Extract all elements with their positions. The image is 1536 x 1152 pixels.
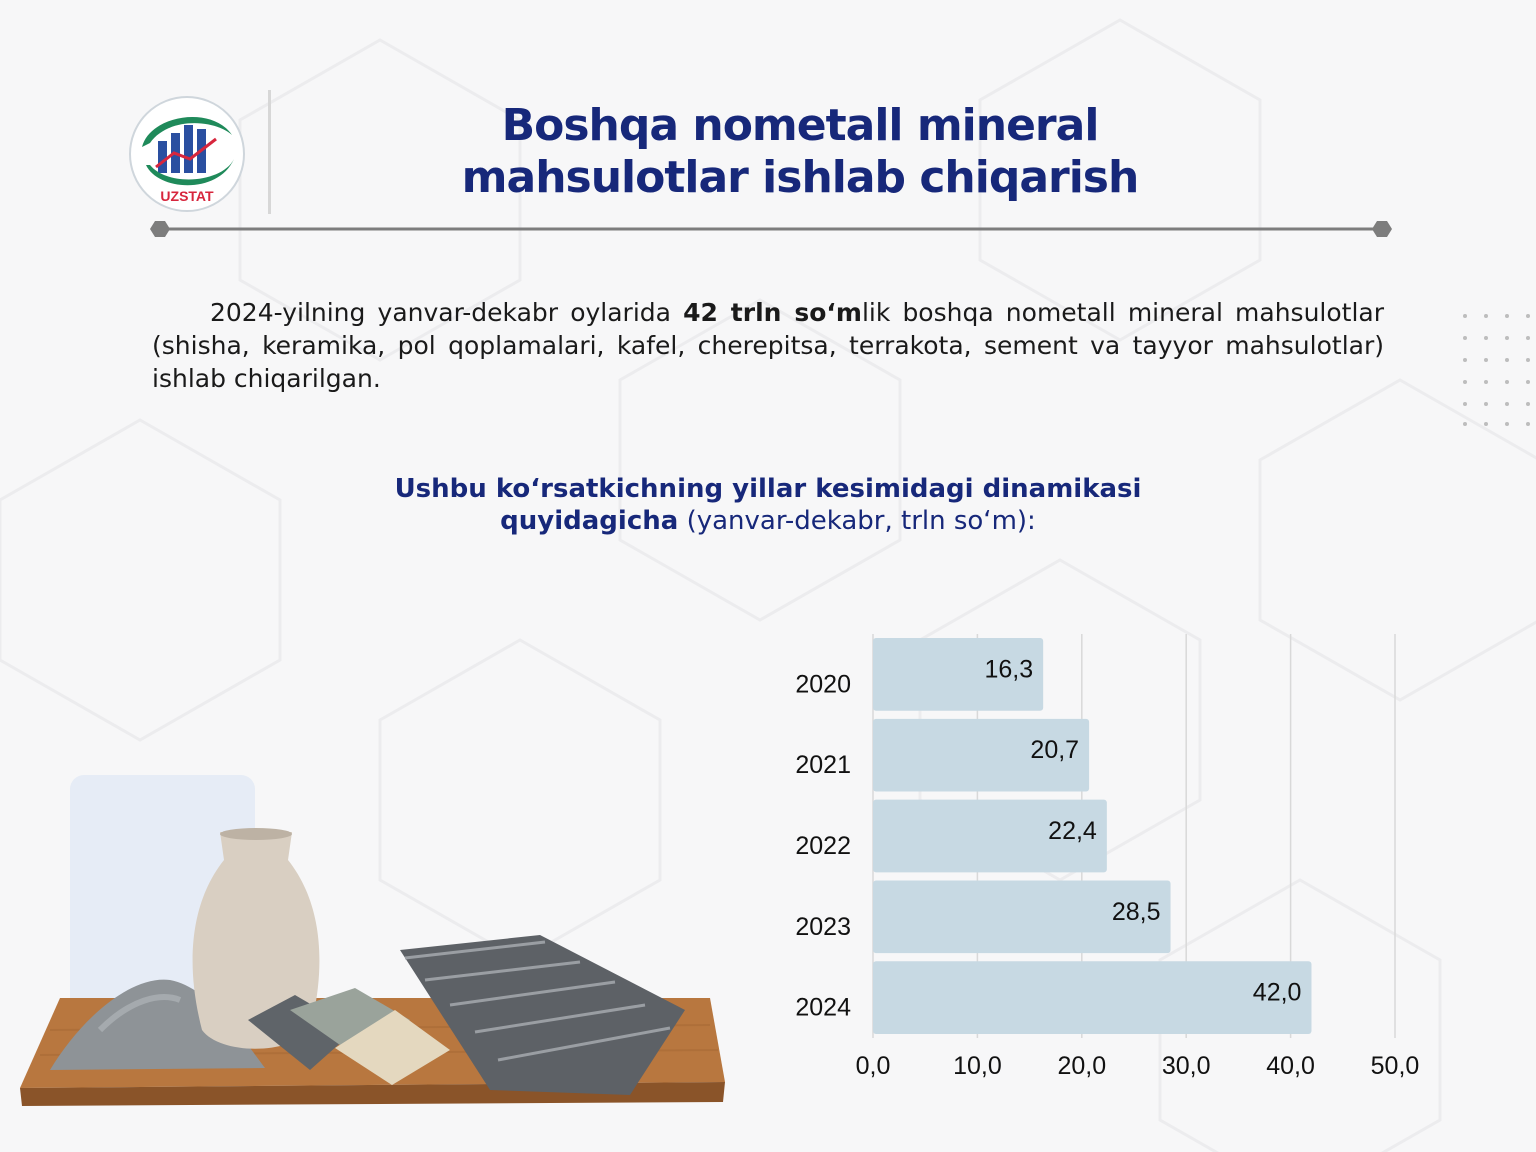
bar: [873, 961, 1312, 1034]
intro-text-start: 2024-yilning yanvar-dekabr oylarida: [210, 298, 684, 327]
bar: [873, 799, 1107, 873]
category-label: 2023: [795, 913, 851, 941]
x-tick-label: 50,0: [1371, 1052, 1420, 1080]
value-label: 42,0: [1253, 979, 1302, 1007]
bar: [873, 638, 1044, 711]
intro-highlight-amount: 42 trln so‘m: [683, 298, 862, 327]
x-tick-label: 40,0: [1266, 1052, 1315, 1080]
page-title: Boshqa nometall mineral mahsulotlar ishl…: [380, 100, 1220, 204]
stone-tile: [248, 995, 355, 1070]
title-line-1: Boshqa nometall mineral: [501, 100, 1100, 151]
x-tick-label: 20,0: [1057, 1052, 1106, 1080]
header-separator: [268, 90, 271, 214]
chart-subtitle: Ushbu ko‘rsatkichning yillar kesimidagi …: [318, 473, 1218, 537]
subtitle-line-1: Ushbu ko‘rsatkichning yillar kesimidagi …: [394, 474, 1142, 504]
chart-category-labels: 2020 2021 2022 2023 2024: [795, 670, 851, 1021]
category-label: 2021: [795, 751, 851, 779]
bar: [873, 880, 1171, 954]
uzstat-logo: UZSTAT: [129, 96, 245, 212]
title-line-2: mahsulotlar ishlab chiqarish: [461, 152, 1140, 203]
category-label: 2022: [795, 832, 851, 860]
construction-materials-illustration: [20, 775, 725, 1106]
intro-text-end: lik boshqa nometall mineral mahsulotlar …: [152, 298, 1384, 393]
value-label: 28,5: [1112, 898, 1161, 926]
bar: [873, 718, 1090, 792]
dot-grid-decoration: [1463, 314, 1530, 426]
category-label: 2020: [795, 670, 851, 698]
category-label: 2024: [795, 994, 851, 1022]
x-tick-label: 0,0: [856, 1052, 891, 1080]
value-label: 16,3: [985, 655, 1034, 683]
chart-bars: [873, 638, 1312, 1034]
ceramic-vase: [192, 832, 320, 1049]
logo-text: UZSTAT: [160, 188, 214, 204]
x-tick-label: 30,0: [1162, 1052, 1211, 1080]
bar-chart: 2020 2021 2022 2023 2024 16,3 20,7 22,4 28,5 42,…: [795, 634, 1420, 1080]
subtitle-line-2-bold: quyidagicha: [500, 506, 679, 536]
chart-value-labels: 16,3 20,7 22,4 28,5 42,0: [985, 655, 1302, 1006]
value-label: 22,4: [1048, 817, 1097, 845]
intro-paragraph: 2024-yilning yanvar-dekabr oylarida 42 t…: [152, 296, 1384, 395]
value-label: 20,7: [1030, 736, 1079, 764]
subtitle-unit: (yanvar-dekabr, trln so‘m):: [678, 506, 1036, 536]
cement-pile: [50, 979, 265, 1070]
title-divider: [150, 221, 1392, 237]
x-tick-label: 10,0: [953, 1052, 1002, 1080]
chart-x-tick-labels: 0,0 10,0 20,0 30,0 40,0 50,0: [856, 1052, 1420, 1080]
